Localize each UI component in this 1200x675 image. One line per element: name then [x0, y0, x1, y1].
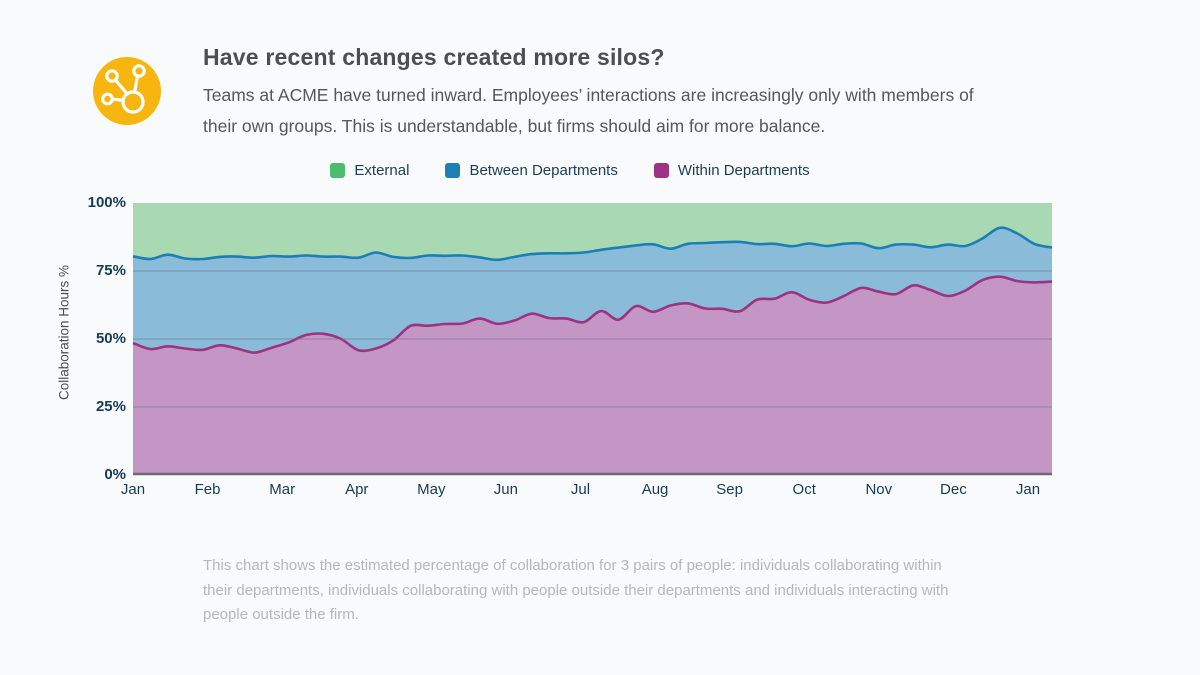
y-tick-label: 50% — [95, 330, 126, 347]
header-icon-badge — [93, 57, 161, 125]
stacked-area-chart — [132, 203, 1053, 476]
y-tick-label: 100% — [87, 194, 126, 211]
line-within-departments — [132, 275, 1053, 354]
legend-swatch-icon — [445, 163, 461, 178]
legend-label: External — [354, 162, 410, 179]
x-tick-label: Apr — [345, 481, 369, 498]
legend-item-within-departments: Within Departments — [653, 162, 810, 179]
x-tick-label: Jan — [1015, 481, 1041, 498]
x-tick-label: Sep — [716, 481, 743, 498]
y-tick-label: 75% — [95, 262, 126, 279]
x-tick-label: Jan — [120, 481, 146, 498]
x-tick-label: Feb — [194, 481, 221, 498]
x-tick-label: Mar — [269, 481, 296, 498]
legend-label: Between Departments — [469, 162, 618, 179]
x-tick-label: Jul — [570, 481, 591, 498]
y-tick-label: 0% — [104, 466, 126, 483]
network-nodes-icon — [93, 57, 161, 125]
legend-label: Within Departments — [677, 162, 810, 179]
page-title: Have recent changes created more silos? — [203, 44, 665, 70]
x-tick-label: Jun — [493, 481, 518, 498]
x-tick-label: Nov — [865, 481, 893, 498]
chart-legend: External Between Departments Within Depart… — [0, 162, 1140, 179]
plot-area — [132, 203, 1053, 477]
x-tick-label: Aug — [641, 481, 669, 498]
chart-footnote: This chart shows the estimated percentag… — [203, 557, 949, 623]
legend-item-between-departments: Between Departments — [445, 162, 618, 179]
x-tick-label: May — [417, 481, 446, 498]
icon-circle-bg — [93, 57, 161, 125]
area-external — [133, 203, 1052, 260]
legend-swatch-icon — [330, 163, 346, 178]
x-tick-label: Oct — [792, 481, 816, 498]
line-between-departments — [132, 226, 1053, 262]
x-tick-label: Dec — [940, 481, 967, 498]
page-subtitle: Teams at ACME have turned inward. Employ… — [203, 85, 974, 136]
area-within-departments — [133, 276, 1052, 475]
legend-swatch-icon — [653, 163, 669, 178]
area-between-departments — [133, 227, 1052, 353]
y-tick-label: 25% — [95, 398, 126, 415]
legend-item-external: External — [330, 162, 409, 179]
